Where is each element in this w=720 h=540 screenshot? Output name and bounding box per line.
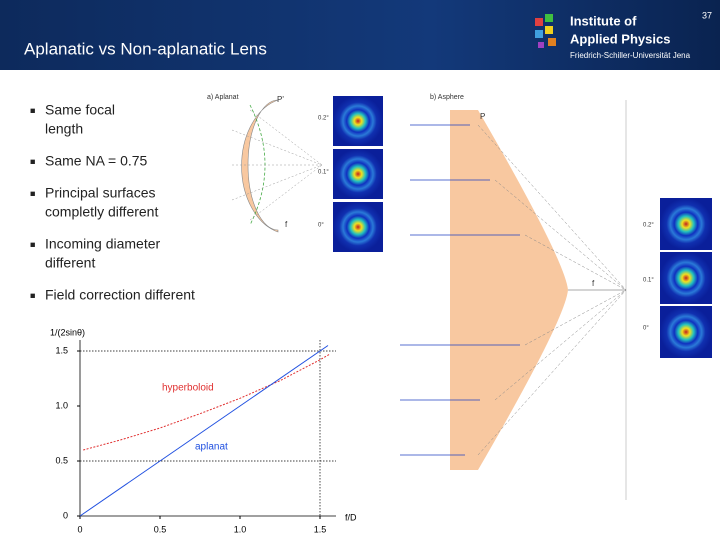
header-band [0, 0, 720, 70]
y-tick-label: 0.5 [55, 455, 68, 465]
slide-title: Aplanatic vs Non-aplanatic Lens [24, 39, 267, 58]
bullet: Same NA = 0.75 [45, 153, 148, 169]
x-tick-label: 1.5 [314, 524, 327, 534]
point-label: P [480, 112, 485, 121]
bullets: ■ Same focal length ■ Same NA = 0.75 ■ P… [30, 102, 195, 303]
bullet: Incoming diameter [45, 236, 161, 252]
x-tick-label: 0.5 [154, 524, 167, 534]
legend-label: hyperboloid [162, 383, 214, 394]
focal-label: f [592, 279, 595, 288]
logo: Institute of Applied Physics Friedrich-S… [535, 13, 691, 60]
bullet-marker: ■ [30, 290, 35, 300]
series-line [83, 353, 330, 451]
bullet: length [45, 121, 83, 137]
bullet-marker: ■ [30, 156, 35, 166]
logo-text: Applied Physics [570, 31, 670, 46]
y-tick-label: 1.0 [55, 400, 68, 410]
field-label: 0.1° [318, 170, 329, 176]
point-label: P' [277, 95, 284, 104]
bullet: different [45, 255, 95, 271]
x-tick-label: 1.0 [234, 524, 247, 534]
y-axis-label: 1/(2sinθ) [50, 327, 85, 337]
page-number: 37 [702, 10, 712, 20]
bullet-marker: ■ [30, 188, 35, 198]
y-tick-label: 1.5 [55, 345, 68, 355]
logo-text: Friedrich-Schiller-Universität Jena [570, 51, 691, 60]
diagram-aplanat: a) Aplanat P' f 0.2° 0.1° 0° [207, 94, 383, 252]
field-label: 0° [643, 326, 649, 332]
field-label: 0° [318, 223, 324, 229]
x-tick-label: 0 [77, 524, 82, 534]
bullet: Principal surfaces [45, 185, 156, 201]
diagram-title: a) Aplanat [207, 94, 239, 101]
chart: 1/(2sinθ) f/D 0 0.5 1.0 1.5 0 0.5 1.0 1.5 hyperbol… [50, 327, 357, 534]
field-label: 0.2° [318, 116, 329, 122]
diagram-asphere: b) Asphere P f 0.2° 0.1° 0° [400, 94, 712, 500]
y-tick-label: 0 [63, 510, 68, 520]
legend-label: aplanat [195, 442, 228, 453]
logo-text: Institute of [570, 13, 637, 28]
focal-label: f [285, 220, 288, 229]
diagram-title: b) Asphere [430, 94, 464, 101]
bullet-marker: ■ [30, 105, 35, 115]
field-label: 0.1° [643, 278, 654, 284]
x-axis-label: f/D [345, 512, 357, 522]
field-label: 0.2° [643, 223, 654, 229]
bullet-marker: ■ [30, 239, 35, 249]
bullet: Field correction different [45, 287, 195, 303]
series-line [79, 345, 329, 517]
bullet: Same focal [45, 102, 115, 118]
bullet: completly different [45, 204, 158, 220]
